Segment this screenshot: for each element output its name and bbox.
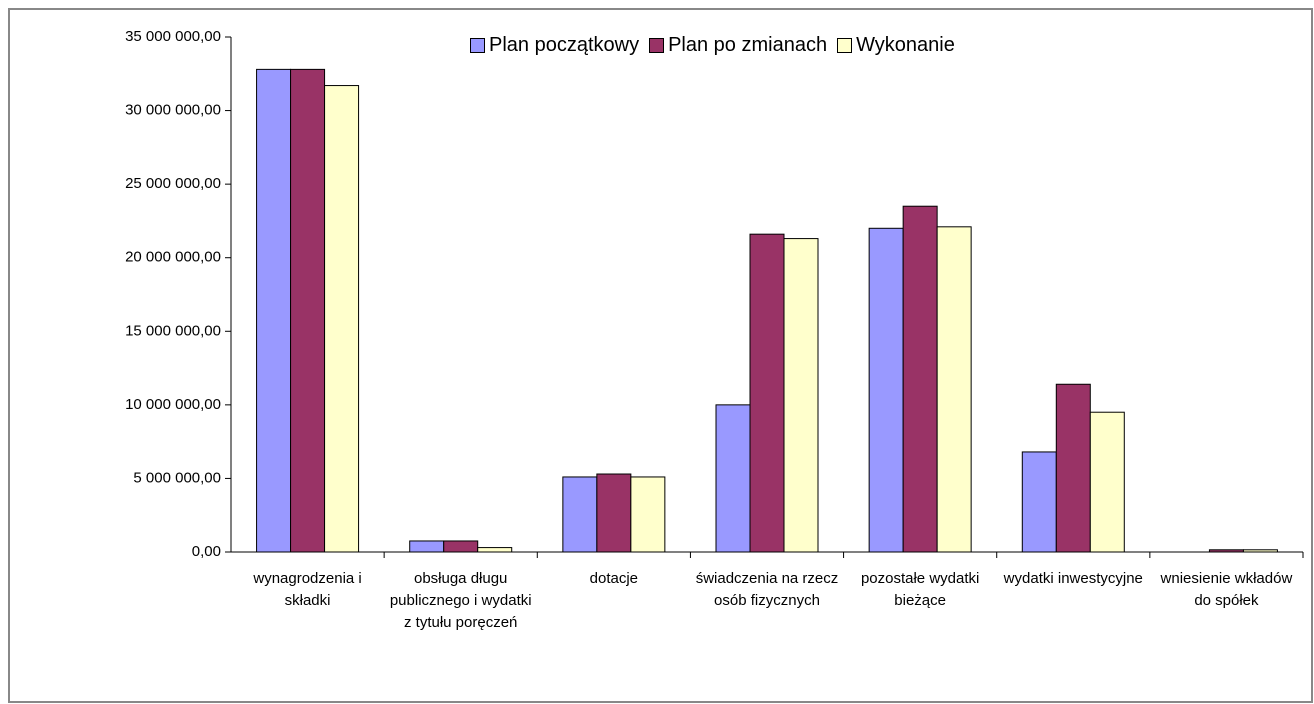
legend: Plan początkowy Plan po zmianach Wykonanie bbox=[470, 34, 955, 57]
y-tick-label: 25 000 000,00 bbox=[125, 175, 221, 192]
bar bbox=[562, 476, 598, 553]
bar bbox=[1021, 451, 1057, 553]
bar bbox=[868, 227, 904, 553]
bar bbox=[409, 540, 445, 553]
bar bbox=[596, 473, 632, 553]
bar bbox=[936, 226, 972, 553]
legend-label: Wykonanie bbox=[856, 34, 955, 56]
bar bbox=[1055, 383, 1091, 553]
x-tick-label: wynagrodzenia i składki bbox=[253, 570, 362, 609]
y-tick-label: 0,00 bbox=[192, 543, 221, 560]
bar bbox=[715, 404, 751, 553]
legend-label: Plan po zmianach bbox=[668, 34, 828, 56]
bar bbox=[902, 205, 938, 553]
bar bbox=[1089, 411, 1125, 553]
y-tick-label: 5 000 000,00 bbox=[133, 469, 221, 486]
bar bbox=[477, 547, 513, 553]
y-tick-label: 20 000 000,00 bbox=[125, 249, 221, 266]
legend-swatch bbox=[470, 38, 485, 53]
x-tick-label: świadczenia na rzecz osób fizycznych bbox=[695, 570, 839, 609]
bar bbox=[290, 68, 326, 553]
x-tick-label: wydatki inwestycyjne bbox=[1003, 570, 1143, 587]
y-tick-label: 15 000 000,00 bbox=[125, 322, 221, 339]
y-tick-label: 35 000 000,00 bbox=[125, 28, 221, 45]
bar bbox=[324, 85, 360, 553]
bar bbox=[630, 476, 666, 553]
legend-swatch bbox=[837, 38, 853, 53]
y-tick-label: 30 000 000,00 bbox=[125, 102, 221, 119]
bar bbox=[749, 233, 785, 553]
x-tick-label: obsługa długu publicznego i wydatki z ty… bbox=[389, 570, 532, 631]
legend-item: Plan początkowy bbox=[470, 34, 639, 57]
legend-label: Plan początkowy bbox=[489, 34, 640, 56]
y-tick-label: 10 000 000,00 bbox=[125, 396, 221, 413]
legend-item: Wykonanie bbox=[837, 34, 955, 57]
bar bbox=[443, 540, 479, 553]
legend-swatch bbox=[649, 38, 665, 53]
legend-item: Plan po zmianach bbox=[649, 34, 827, 57]
x-tick-label: pozostałe wydatki bieżące bbox=[860, 570, 980, 609]
x-tick-label: wniesienie wkładów do spółek bbox=[1160, 570, 1293, 609]
chart-border bbox=[8, 8, 1313, 703]
x-tick-label: dotacje bbox=[589, 570, 639, 587]
bar bbox=[256, 68, 292, 553]
bar bbox=[783, 238, 819, 553]
